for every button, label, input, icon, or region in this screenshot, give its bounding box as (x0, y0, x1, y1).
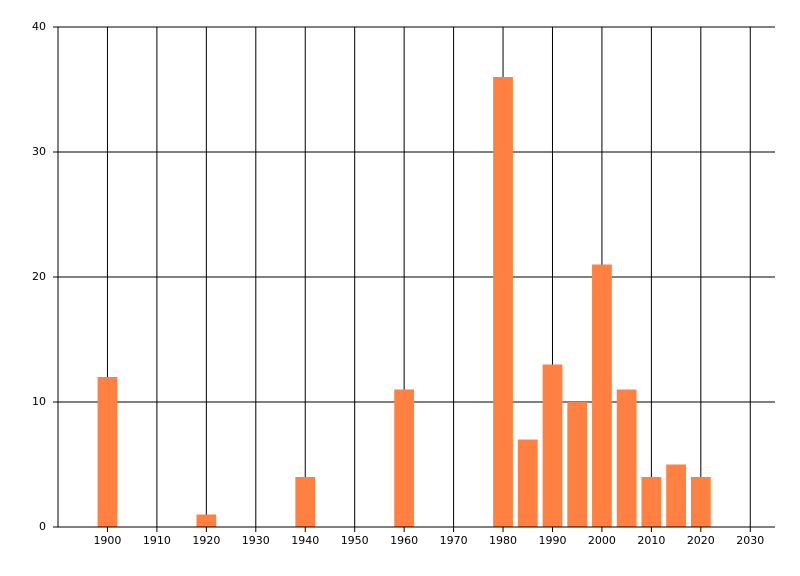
x-tick-label: 1980 (489, 534, 517, 547)
bar (542, 364, 563, 527)
y-tick-label: 40 (32, 20, 46, 33)
bar (517, 439, 538, 527)
bar (97, 377, 118, 527)
bar (567, 402, 588, 527)
x-tick-label: 1950 (341, 534, 369, 547)
x-tick-label: 2000 (588, 534, 616, 547)
x-tick-label: 1930 (242, 534, 270, 547)
x-tick-label: 1920 (192, 534, 220, 547)
x-tick-label: 1910 (143, 534, 171, 547)
bar (295, 477, 316, 527)
x-tick-label: 1970 (440, 534, 468, 547)
x-tick-label: 2030 (736, 534, 764, 547)
x-tick-label: 1940 (291, 534, 319, 547)
x-tick-label: 2020 (687, 534, 715, 547)
bar (690, 477, 711, 527)
y-tick-label: 20 (32, 270, 46, 283)
y-tick-label: 10 (32, 395, 46, 408)
bar (641, 477, 662, 527)
y-tick-label: 0 (39, 520, 46, 533)
bar (616, 389, 637, 527)
x-tick-label: 2010 (637, 534, 665, 547)
bar (666, 464, 686, 527)
x-tick-label: 1990 (538, 534, 566, 547)
x-tick-label: 1900 (93, 534, 121, 547)
bar (493, 77, 513, 527)
x-tick-label: 1960 (390, 534, 418, 547)
bar (592, 264, 612, 527)
y-tick-label: 30 (32, 145, 46, 158)
bar (394, 389, 415, 527)
bar (196, 514, 217, 527)
